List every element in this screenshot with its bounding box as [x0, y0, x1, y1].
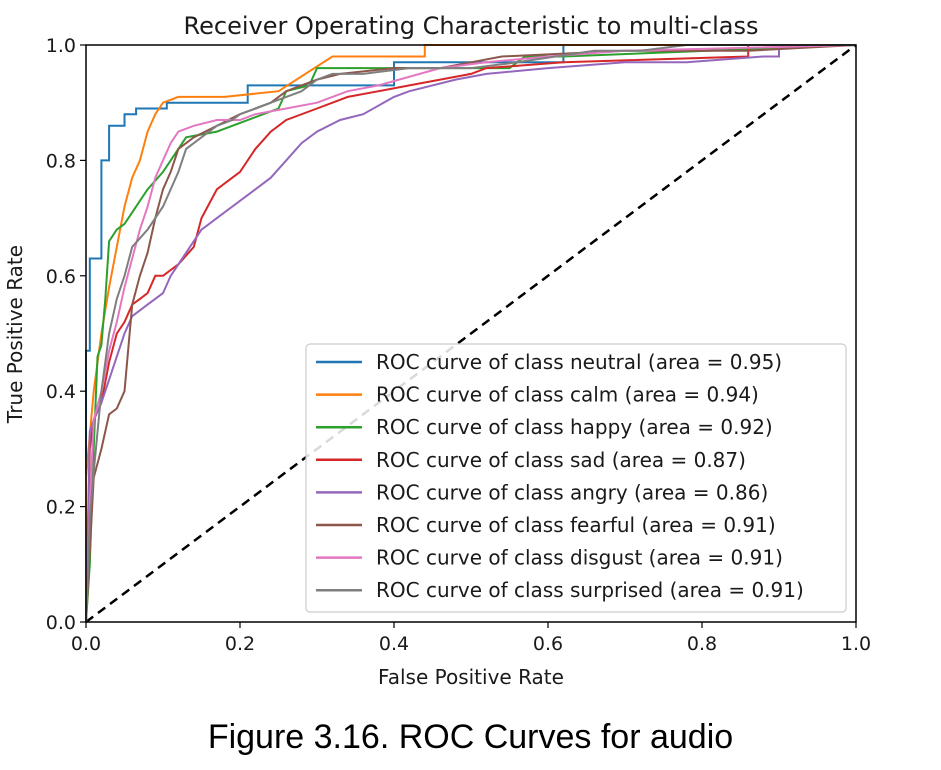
legend-entry-3: ROC curve of class sad (area = 0.87) — [376, 448, 746, 472]
legend-entry-2: ROC curve of class happy (area = 0.92) — [376, 415, 773, 439]
plot-frame — [85, 44, 857, 623]
x-tick-label: 1.0 — [841, 633, 871, 655]
x-axis-title: False Positive Rate — [378, 665, 564, 689]
legend-entry-6: ROC curve of class disgust (area = 0.91) — [376, 546, 783, 570]
y-tick-label: 0.8 — [46, 150, 76, 172]
y-tick-label: 0.4 — [46, 381, 76, 403]
diagonal-reference-line — [85, 43, 857, 624]
x-axis: 0.0 0.2 0.4 0.6 0.8 1.0 — [71, 622, 871, 655]
legend-entry-4: ROC curve of class angry (area = 0.86) — [376, 480, 768, 504]
y-tick-label: 0.2 — [46, 497, 76, 519]
legend-entry-1: ROC curve of class calm (area = 0.94) — [376, 383, 759, 407]
y-tick-label: 1.0 — [46, 35, 76, 57]
y-tick-label: 0.6 — [46, 266, 76, 288]
roc-chart: Receiver Operating Characteristic to mul… — [3, 12, 871, 689]
x-tick-label: 0.4 — [379, 633, 409, 655]
figure-caption: Figure 3.16. ROC Curves for audio — [207, 718, 734, 756]
roc-series-line-7 — [85, 44, 856, 623]
legend-entry-0: ROC curve of class neutral (area = 0.95) — [376, 350, 782, 374]
roc-series-line-3 — [85, 44, 856, 623]
roc-chart-svg: Receiver Operating Characteristic to mul… — [3, 12, 871, 689]
y-tick-label: 0.0 — [46, 612, 76, 634]
roc-series-line-6 — [85, 44, 857, 623]
y-axis-title: True Positive Rate — [3, 245, 27, 424]
legend-entry-7: ROC curve of class surprised (area = 0.9… — [376, 578, 804, 602]
roc-series-line-4 — [85, 44, 856, 623]
legend: ROC curve of class neutral (area = 0.95)… — [305, 343, 847, 613]
legend-entry-5: ROC curve of class fearful (area = 0.91) — [376, 513, 776, 537]
x-tick-label: 0.0 — [71, 633, 101, 655]
x-tick-label: 0.6 — [533, 633, 563, 655]
x-tick-label: 0.8 — [687, 633, 717, 655]
x-tick-label: 0.2 — [225, 633, 255, 655]
y-axis: 0.0 0.2 0.4 0.6 0.8 1.0 — [46, 35, 86, 634]
chart-title: Receiver Operating Characteristic to mul… — [184, 12, 759, 40]
legend-box — [305, 343, 847, 613]
plot-area — [85, 43, 857, 624]
